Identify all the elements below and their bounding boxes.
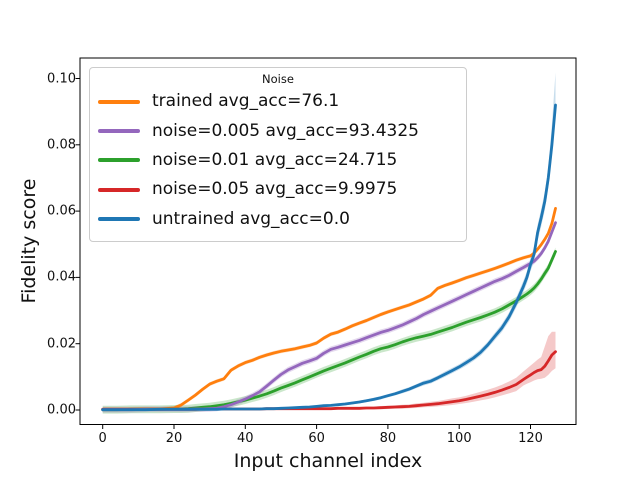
- legend-item-label: trained avg_acc=76.1: [152, 91, 340, 112]
- y-tick-label: 0.04: [47, 269, 76, 285]
- y-tick-label: 0.08: [47, 137, 76, 153]
- legend-items: trained avg_acc=76.1 noise=0.005 avg_acc=…: [90, 87, 466, 234]
- legend-swatch-noise-0005: [98, 129, 140, 134]
- x-tick-label: 20: [165, 431, 183, 446]
- series-line-noise-001: [101, 250, 557, 412]
- x-tick-label: 120: [518, 431, 543, 446]
- legend-item-noise-0005: noise=0.005 avg_acc=93.4325: [90, 116, 466, 145]
- x-tick-label: 40: [237, 431, 254, 446]
- x-axis-label: Input channel index: [233, 450, 423, 472]
- legend-swatch-trained: [98, 99, 140, 104]
- legend-swatch-untrained: [98, 217, 140, 222]
- legend-item-label: untrained avg_acc=0.0: [152, 208, 350, 229]
- legend-swatch-noise-005: [98, 187, 140, 192]
- y-axis-label: Fidelity score: [18, 178, 40, 304]
- legend-item-label: noise=0.05 avg_acc=9.9975: [152, 179, 398, 200]
- y-tick-label: 0.06: [47, 203, 76, 219]
- y-tick-label: 0.02: [47, 336, 76, 352]
- legend-item-noise-001: noise=0.01 avg_acc=24.715: [90, 146, 466, 175]
- series-line-trained: [101, 206, 557, 411]
- legend-item-noise-005: noise=0.05 avg_acc=9.9975: [90, 175, 466, 204]
- legend-title: Noise: [262, 72, 294, 86]
- legend-item-trained: trained avg_acc=76.1: [90, 87, 466, 116]
- legend-swatch-noise-001: [98, 158, 140, 163]
- series-line-noise-005: [101, 350, 557, 411]
- series-line-untrained: [101, 103, 557, 412]
- x-tick-label: 100: [446, 431, 472, 446]
- axes-frame: [79, 57, 577, 425]
- x-tick-label: 0: [98, 431, 107, 446]
- legend-item-label: noise=0.01 avg_acc=24.715: [152, 149, 398, 170]
- x-tick-label: 60: [308, 431, 325, 446]
- y-tick-label: 0.10: [47, 71, 76, 86]
- x-tick-label: 80: [379, 431, 397, 446]
- legend: Noise trained avg_acc=76.1 noise=0.005 av…: [89, 67, 467, 242]
- legend-item-label: noise=0.005 avg_acc=93.4325: [152, 120, 419, 141]
- legend-item-untrained: untrained avg_acc=0.0: [90, 205, 466, 234]
- y-tick-label: 0.00: [47, 402, 76, 418]
